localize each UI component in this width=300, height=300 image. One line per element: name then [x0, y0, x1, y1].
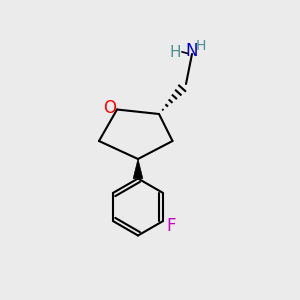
Text: H: H [195, 40, 206, 53]
Text: H: H [170, 45, 181, 60]
Text: N: N [186, 42, 198, 60]
Polygon shape [133, 159, 143, 178]
Text: F: F [166, 217, 176, 235]
Text: O: O [103, 99, 116, 117]
